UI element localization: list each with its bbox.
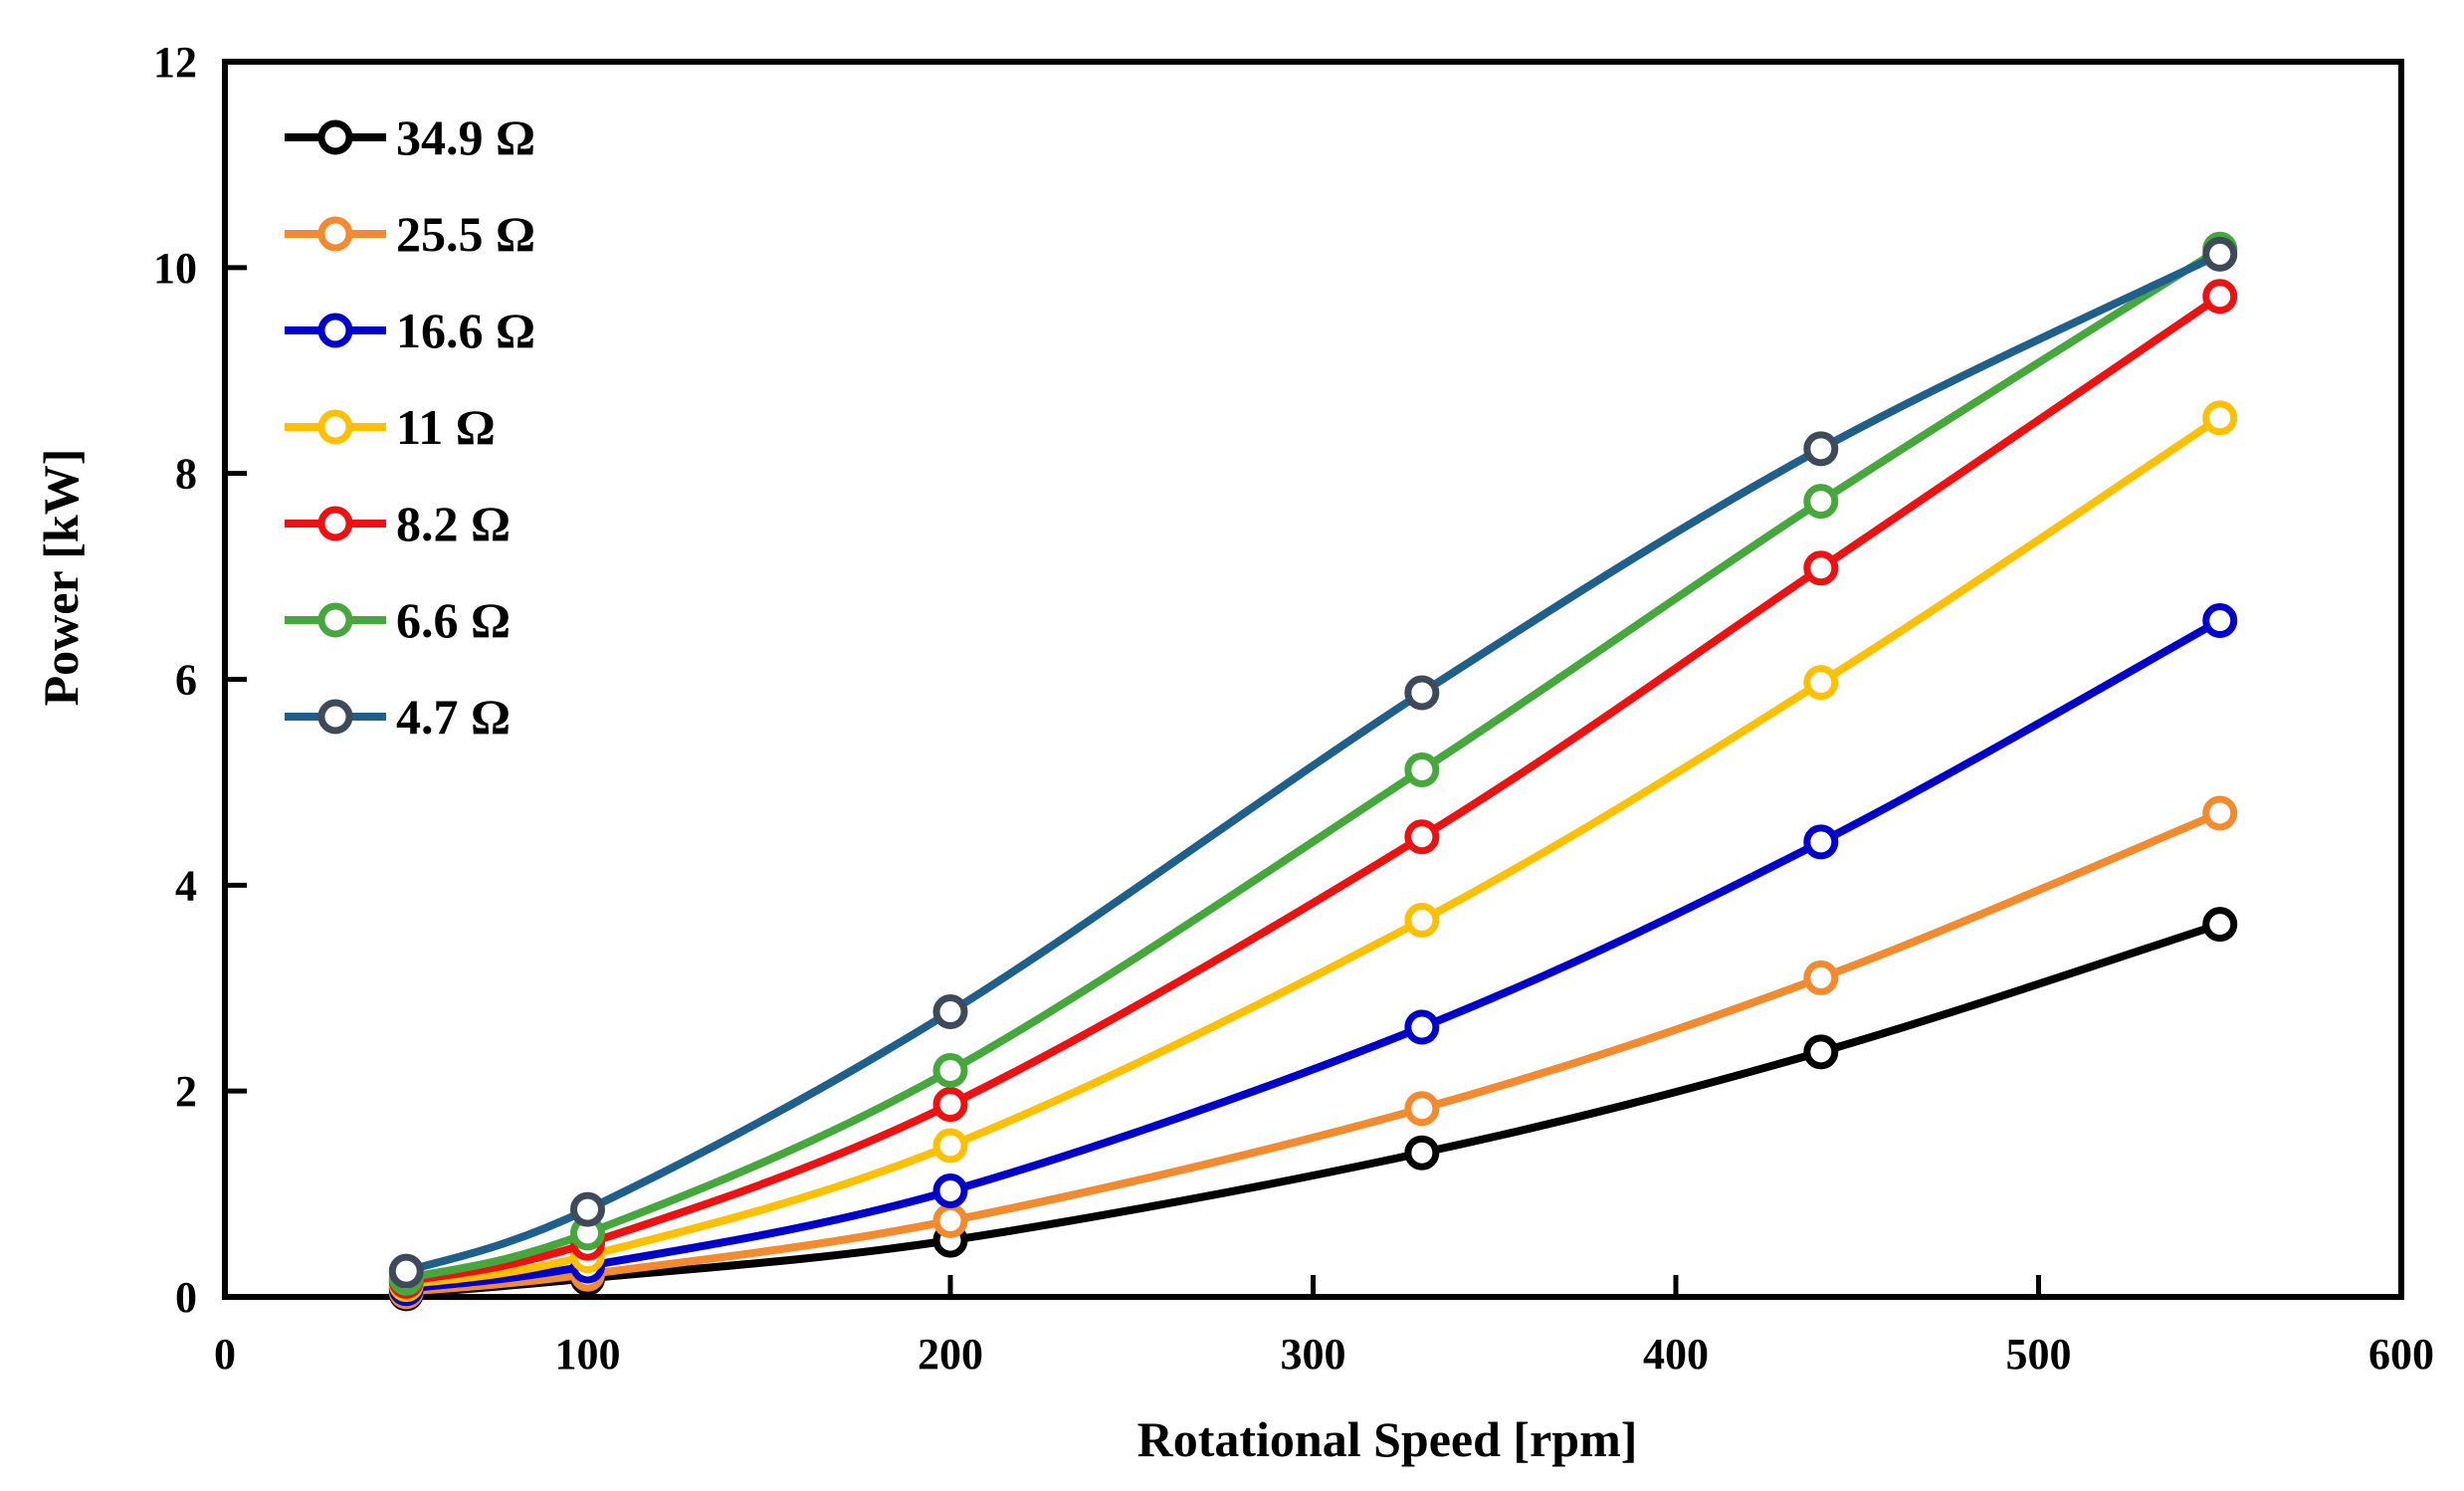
legend-item: 25.5 Ω xyxy=(285,206,535,262)
x-tick-label: 500 xyxy=(2006,1330,2072,1379)
x-tick-label: 400 xyxy=(1643,1330,1709,1379)
data-point xyxy=(388,1253,424,1289)
legend-item: 8.2 Ω xyxy=(285,496,511,551)
legend: 34.9 Ω 25.5 Ω 16.6 Ω 11 Ω 8.2 Ω 6.6 Ω 4.7 Ω xyxy=(285,109,535,745)
y-tick-label: 4 xyxy=(175,861,197,910)
legend-item: 6.6 Ω xyxy=(285,592,511,648)
data-point xyxy=(932,1172,968,1208)
x-axis: 0 100 200 300 400 500 600 xyxy=(214,1275,2434,1379)
y-tick-label: 8 xyxy=(175,450,197,499)
series-group xyxy=(388,236,2238,1289)
data-point xyxy=(1404,752,1440,788)
data-point xyxy=(2202,236,2238,272)
y-tick-label: 2 xyxy=(175,1067,197,1116)
legend-item: 34.9 Ω xyxy=(285,109,535,165)
x-tick-label: 300 xyxy=(1281,1330,1346,1379)
legend-item: 4.7 Ω xyxy=(285,689,511,745)
data-point xyxy=(1803,665,1839,701)
legend-marker xyxy=(317,602,353,638)
y-tick-label: 0 xyxy=(175,1273,197,1322)
y-axis: 0 2 4 6 8 10 12 xyxy=(153,38,247,1322)
legend-marker xyxy=(317,409,353,445)
data-point xyxy=(2202,400,2238,436)
data-point xyxy=(2202,279,2238,315)
legend-marker xyxy=(317,216,353,252)
x-tick-label: 100 xyxy=(555,1330,621,1379)
legend-label: 16.6 Ω xyxy=(396,303,535,358)
data-point xyxy=(1404,819,1440,855)
legend-marker xyxy=(317,313,353,348)
legend-label: 34.9 Ω xyxy=(396,109,535,165)
data-point xyxy=(2202,795,2238,831)
data-point xyxy=(932,1202,968,1238)
series-line xyxy=(402,292,2224,1286)
legend-label: 6.6 Ω xyxy=(396,592,511,648)
legend-label: 25.5 Ω xyxy=(396,206,535,262)
legend-marker xyxy=(317,119,353,155)
y-tick-label: 6 xyxy=(175,656,197,705)
data-point xyxy=(932,1128,968,1164)
y-axis-label: Power [kW] xyxy=(33,449,89,707)
data-point xyxy=(1803,550,1839,586)
legend-label: 8.2 Ω xyxy=(396,496,511,551)
plot-frame xyxy=(222,59,2404,1300)
series-line xyxy=(402,245,2224,1283)
x-axis-label: Rotational Speed [rpm] xyxy=(1137,1411,1638,1467)
data-point xyxy=(570,1191,605,1227)
data-point xyxy=(2202,907,2238,943)
series-group xyxy=(388,795,2238,1310)
data-point xyxy=(1404,1091,1440,1127)
legend-marker xyxy=(317,506,353,541)
data-point xyxy=(1803,959,1839,995)
series-line xyxy=(402,250,2224,1276)
x-tick-label: 0 xyxy=(214,1330,236,1379)
legend-item: 16.6 Ω xyxy=(285,303,535,358)
data-point xyxy=(1803,1034,1839,1070)
series-group xyxy=(388,279,2238,1299)
series-group xyxy=(388,400,2238,1303)
legend-item: 11 Ω xyxy=(285,399,496,455)
data-point xyxy=(1803,431,1839,467)
series-line xyxy=(402,616,2224,1293)
series-layer xyxy=(388,231,2238,1312)
data-point xyxy=(1404,1009,1440,1045)
x-tick-label: 200 xyxy=(918,1330,983,1379)
data-point xyxy=(1404,1135,1440,1171)
data-point xyxy=(932,1087,968,1123)
y-tick-label: 12 xyxy=(153,38,197,87)
series-line xyxy=(402,808,2224,1296)
data-point xyxy=(1803,824,1839,860)
data-point xyxy=(1404,675,1440,711)
data-point xyxy=(1404,902,1440,938)
data-point xyxy=(2202,603,2238,639)
y-tick-label: 10 xyxy=(153,244,197,293)
legend-label: 11 Ω xyxy=(396,399,496,455)
data-point xyxy=(932,994,968,1030)
data-point xyxy=(1803,484,1839,520)
legend-label: 4.7 Ω xyxy=(396,689,511,745)
data-point xyxy=(932,1052,968,1088)
x-tick-label: 600 xyxy=(2368,1330,2434,1379)
series-line xyxy=(402,413,2224,1289)
legend-marker xyxy=(317,699,353,735)
